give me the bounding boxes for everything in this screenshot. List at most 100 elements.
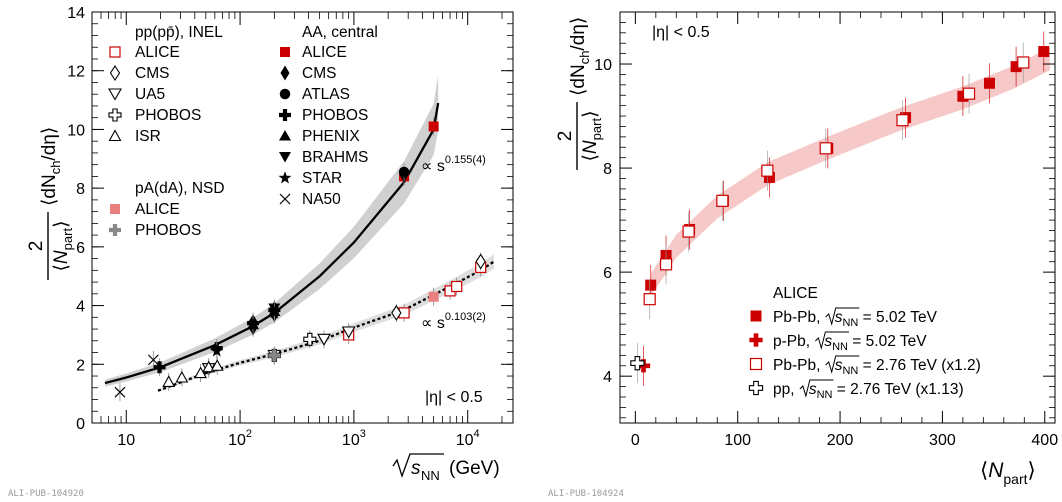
x-tick-label: 300 — [929, 432, 956, 449]
legend-label: ALICE — [135, 44, 180, 61]
y-tick-label: 10 — [67, 122, 85, 139]
data-point — [451, 280, 463, 293]
x-label-unit: (GeV) — [449, 458, 500, 479]
legend-label: UA5 — [135, 86, 165, 103]
data-point — [398, 166, 410, 178]
data-point — [428, 121, 439, 132]
legend-label: PHOBOS — [135, 222, 201, 239]
data-point — [210, 344, 224, 357]
model-band — [650, 47, 1050, 297]
legend-marker — [279, 88, 291, 100]
x-tick-label: 102 — [228, 428, 252, 449]
legend-label: Pb-Pb, sNN = 5.02 TeV — [773, 309, 938, 329]
left-eta-cut: |η| < 0.5 — [425, 389, 483, 406]
y-tick-label: 10 — [594, 57, 612, 74]
legend-label: PHENIX — [302, 128, 360, 145]
legend-marker — [280, 47, 290, 57]
legend-marker — [109, 46, 121, 58]
left-chart: 0 2 4 6 8 10 12 14 10 102 103 104 2 ⟨Npart⟩ ⟨dNch/… — [8, 5, 514, 499]
legend-label: pp, sNN = 2.76 TeV (x1.13) — [773, 381, 964, 401]
legend-label: Pb-Pb, sNN = 2.76 TeV (x1.2) — [773, 357, 981, 377]
y-label-den-symbol: N — [51, 250, 72, 264]
data-point — [428, 291, 439, 302]
sqrt-symbol — [815, 331, 849, 350]
svg-text:⟨dNch/dη⟩: ⟨dNch/dη⟩ — [568, 17, 592, 96]
fit-aa-label: ∝ s0.155(4) — [421, 154, 486, 175]
right-legend: ALICE Pb-Pb, sNN = 5.02 TeV p-Pb, sNN = 5.… — [748, 285, 981, 401]
data-point — [1038, 46, 1050, 58]
data-point — [114, 386, 126, 398]
data-point — [763, 171, 775, 183]
legend-label: PHOBOS — [302, 107, 368, 124]
data-point — [153, 361, 166, 374]
y-tick-label: 8 — [76, 181, 85, 198]
y-tick-label: 12 — [67, 64, 85, 81]
data-point — [247, 318, 260, 330]
x-tick-label: 100 — [724, 432, 751, 449]
data-point — [962, 87, 976, 100]
data-point — [303, 332, 317, 346]
fit-pp-label: ∝ s0.103(2) — [421, 311, 486, 332]
data-point — [957, 90, 969, 102]
x-tick-label: 400 — [1031, 432, 1058, 449]
y-label-main: ⟨dN — [39, 174, 60, 206]
y-tick-label: 6 — [76, 240, 85, 257]
data-point — [202, 360, 216, 373]
y-label-numerator: 2 — [26, 241, 47, 252]
right-y-axis-label: 2 ⟨Npart⟩ ⟨dNch/dη⟩ — [555, 17, 604, 170]
legend-marker — [279, 109, 291, 121]
sqrt-symbol — [825, 355, 860, 374]
data-point — [645, 279, 657, 291]
y-tick-label: 0 — [76, 416, 85, 433]
y-label-tail: /dη⟩ — [39, 127, 60, 161]
legend-label: ATLAS — [302, 86, 350, 103]
left-y-axis-label: 2 ⟨Npart⟩ ⟨dNch/dη⟩ — [26, 127, 75, 280]
data-point — [682, 225, 695, 238]
left-legend: pp(pp̄), INEL ALICE CMS UA5 PHOBOS ISR pA(dA),… — [108, 24, 378, 239]
data-point — [268, 349, 281, 362]
legend-label: ALICE — [302, 44, 347, 61]
data-point — [659, 258, 673, 271]
x-tick-label: 10 — [117, 432, 135, 449]
y-tick-label: 2 — [76, 357, 85, 374]
data-point — [475, 253, 486, 270]
x-tick-label: 104 — [456, 428, 480, 449]
y-tick-label: 4 — [603, 369, 612, 386]
data-point — [761, 164, 774, 177]
data-point — [194, 366, 208, 379]
data-point — [341, 326, 356, 339]
legend-marker — [749, 333, 763, 347]
sqrt-symbol — [825, 307, 860, 326]
data-point — [819, 142, 832, 155]
right-figure-tag: ALI-PUB-104924 — [548, 489, 624, 499]
legend-marker — [109, 224, 121, 236]
data-point — [1017, 56, 1030, 69]
y-tick-label: 14 — [67, 5, 85, 22]
x-tick-label: 0 — [631, 432, 640, 449]
left-plot-frame — [91, 11, 514, 424]
legend-header: ALICE — [773, 285, 818, 302]
svg-text:2: 2 — [555, 131, 576, 142]
legend-marker — [278, 171, 292, 184]
legend-label: PHOBOS — [135, 107, 201, 124]
legend-label: CMS — [302, 65, 336, 82]
legend-label: NA50 — [302, 191, 341, 208]
right-x-axis-label: ⟨Npart⟩ — [980, 459, 1036, 487]
x-tick-label: 103 — [342, 428, 366, 449]
legend-label: BRAHMS — [302, 149, 368, 166]
data-point — [317, 333, 331, 346]
fit-curve — [157, 260, 495, 392]
y-label-den-sub: part — [60, 228, 75, 251]
x-label-root: s — [411, 458, 421, 479]
legend-marker — [749, 357, 763, 371]
svg-text:⟨dNch/dη⟩: ⟨dNch/dη⟩ — [39, 127, 63, 206]
y-label-main-sub: ch — [48, 161, 63, 175]
data-point — [162, 375, 176, 387]
legend-marker — [279, 130, 291, 141]
y-tick-label: 4 — [76, 299, 85, 316]
x-tick-label: 200 — [827, 432, 854, 449]
data-point — [896, 114, 909, 127]
right-eta-cut: |η| < 0.5 — [652, 24, 710, 41]
